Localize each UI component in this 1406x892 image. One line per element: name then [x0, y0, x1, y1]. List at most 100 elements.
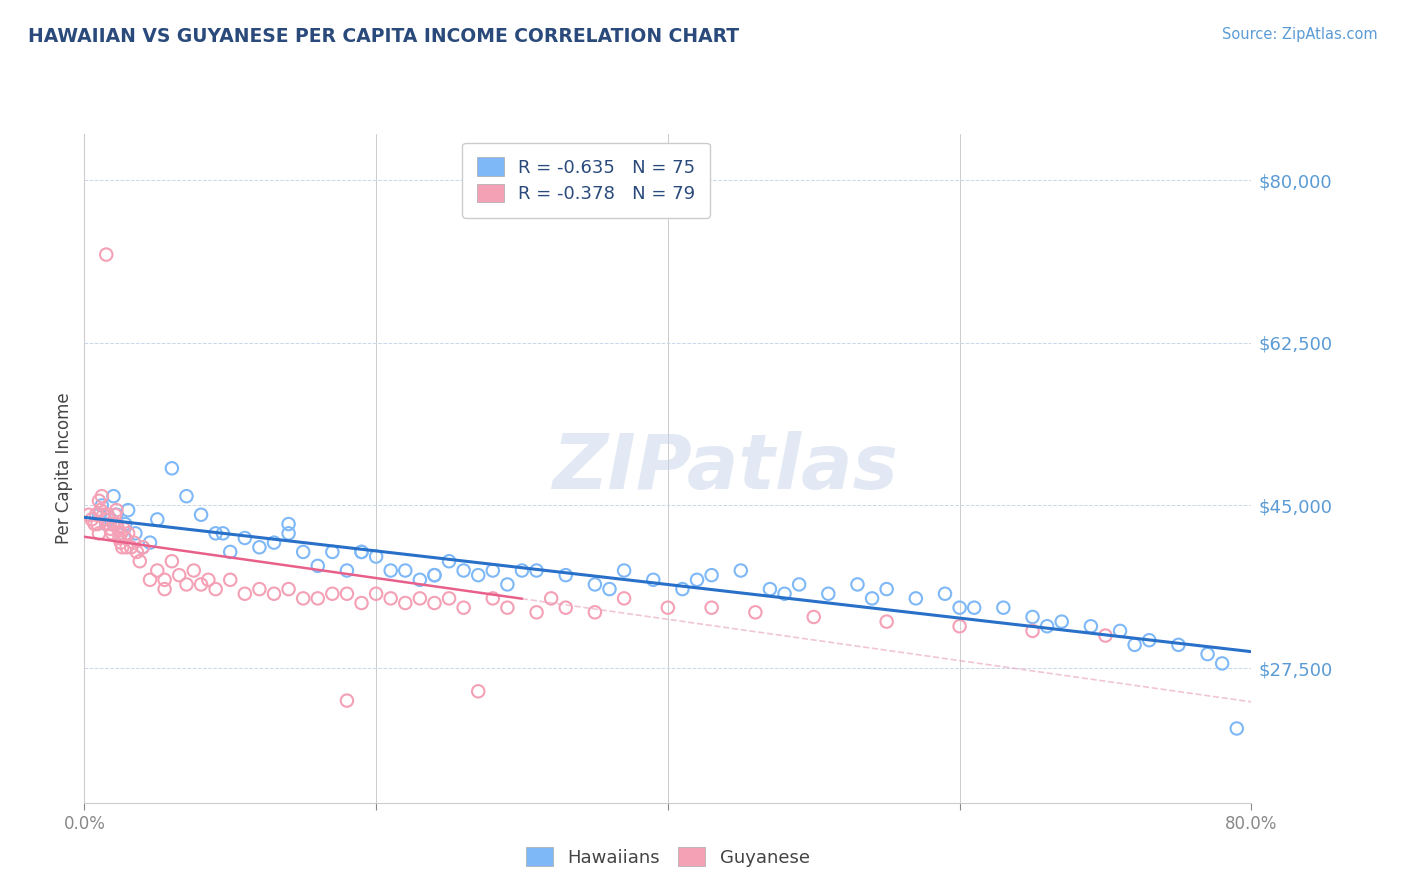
- Point: [160, 461, 183, 475]
- Point: [84, 508, 107, 522]
- Point: [160, 554, 183, 568]
- Point: [110, 535, 132, 549]
- Point: [481, 564, 505, 578]
- Point: [87, 493, 110, 508]
- Point: [219, 573, 242, 587]
- Point: [249, 582, 271, 596]
- Point: [409, 591, 432, 606]
- Point: [128, 554, 150, 568]
- Point: [394, 596, 416, 610]
- Point: [103, 517, 125, 532]
- Point: [96, 247, 118, 261]
- Point: [860, 591, 883, 606]
- Point: [176, 489, 198, 503]
- Point: [124, 526, 146, 541]
- Point: [540, 591, 562, 606]
- Point: [100, 512, 122, 526]
- Point: [409, 573, 432, 587]
- Point: [167, 568, 190, 582]
- Point: [1197, 647, 1219, 661]
- Point: [1036, 619, 1059, 633]
- Point: [467, 684, 489, 698]
- Point: [80, 512, 103, 526]
- Point: [380, 591, 402, 606]
- Point: [1211, 657, 1233, 671]
- Point: [657, 600, 679, 615]
- Point: [132, 541, 155, 555]
- Point: [366, 549, 388, 564]
- Point: [117, 503, 139, 517]
- Point: [98, 517, 121, 532]
- Point: [176, 577, 198, 591]
- Point: [437, 554, 460, 568]
- Point: [496, 600, 519, 615]
- Point: [787, 577, 810, 591]
- Point: [263, 535, 285, 549]
- Point: [423, 568, 446, 582]
- Point: [117, 526, 139, 541]
- Point: [686, 573, 709, 587]
- Point: [108, 531, 131, 545]
- Point: [904, 591, 927, 606]
- Point: [613, 591, 636, 606]
- Point: [132, 541, 155, 555]
- Point: [146, 512, 169, 526]
- Point: [105, 517, 128, 532]
- Point: [1094, 628, 1116, 642]
- Point: [120, 541, 142, 555]
- Point: [583, 605, 606, 619]
- Point: [949, 619, 972, 633]
- Point: [110, 526, 132, 541]
- Point: [277, 526, 299, 541]
- Point: [101, 526, 124, 541]
- Point: [730, 564, 752, 578]
- Point: [153, 573, 176, 587]
- Point: [321, 587, 343, 601]
- Point: [467, 568, 489, 582]
- Point: [139, 535, 162, 549]
- Point: [554, 600, 576, 615]
- Point: [139, 573, 162, 587]
- Point: [97, 508, 120, 522]
- Point: [993, 600, 1015, 615]
- Point: [1137, 633, 1160, 648]
- Point: [114, 531, 136, 545]
- Point: [1050, 615, 1073, 629]
- Point: [583, 577, 606, 591]
- Point: [453, 600, 475, 615]
- Point: [111, 541, 134, 555]
- Point: [83, 517, 105, 532]
- Point: [204, 582, 226, 596]
- Point: [394, 564, 416, 578]
- Point: [105, 503, 128, 517]
- Point: [87, 508, 110, 522]
- Point: [350, 545, 373, 559]
- Point: [122, 535, 145, 549]
- Point: [453, 564, 475, 578]
- Point: [153, 582, 176, 596]
- Point: [336, 693, 359, 707]
- Point: [190, 577, 212, 591]
- Point: [510, 564, 533, 578]
- Legend: Hawaiians, Guyanese: Hawaiians, Guyanese: [519, 840, 817, 874]
- Point: [759, 582, 782, 596]
- Point: [94, 512, 117, 526]
- Point: [114, 517, 136, 532]
- Point: [949, 600, 972, 615]
- Point: [277, 582, 299, 596]
- Point: [876, 582, 898, 596]
- Point: [112, 522, 135, 536]
- Point: [554, 568, 576, 582]
- Point: [613, 564, 636, 578]
- Point: [803, 610, 825, 624]
- Point: [437, 591, 460, 606]
- Point: [292, 591, 315, 606]
- Point: [321, 545, 343, 559]
- Point: [1226, 722, 1249, 736]
- Point: [212, 526, 235, 541]
- Point: [77, 508, 100, 522]
- Point: [307, 591, 329, 606]
- Point: [700, 600, 723, 615]
- Point: [110, 526, 132, 541]
- Point: [773, 587, 796, 601]
